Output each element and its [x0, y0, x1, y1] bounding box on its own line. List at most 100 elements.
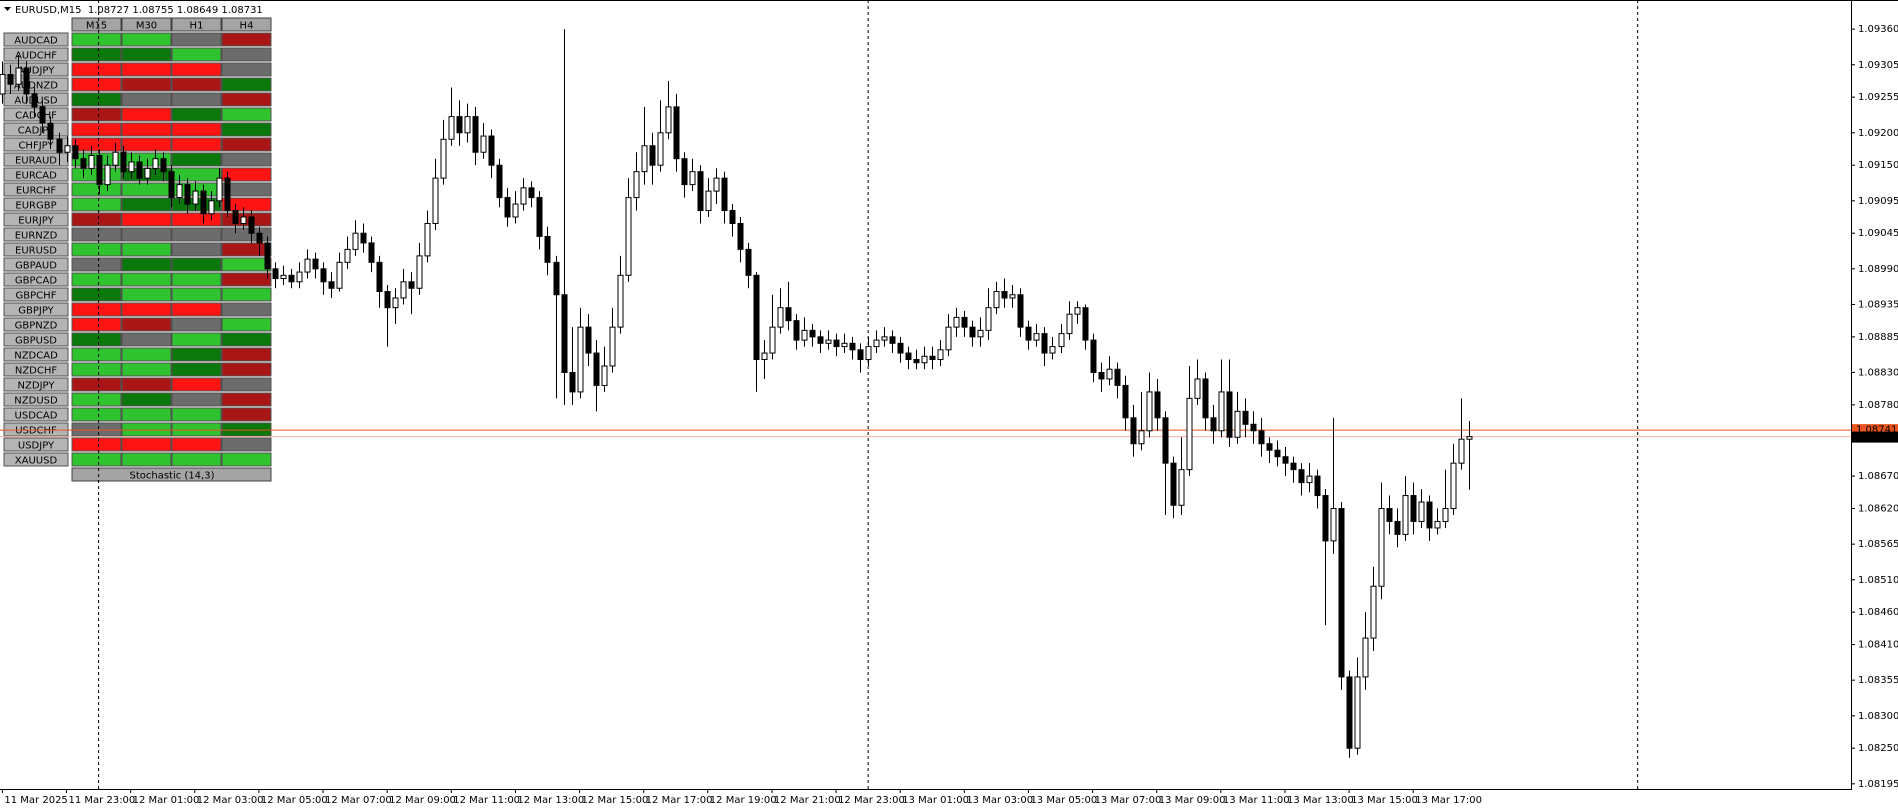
menu-arrow[interactable]: [4, 7, 11, 11]
signal-cell: [71, 362, 122, 377]
signal-cell: [121, 407, 172, 422]
candle-body: [1282, 456, 1289, 464]
symbol-label: EURAUD: [15, 156, 57, 167]
candle-body: [424, 222, 431, 257]
candle-body: [160, 158, 167, 173]
x-tick-label: 12 Mar 11:00: [453, 795, 520, 806]
signal-cell: [121, 77, 172, 92]
candle-body: [1274, 449, 1281, 458]
candle-body: [857, 349, 864, 361]
candle-body: [280, 274, 287, 280]
panel-header-cell: [221, 17, 272, 32]
signal-cell: [171, 152, 222, 167]
symbol-label: NZDUSD: [14, 396, 58, 407]
signal-cell: [121, 227, 172, 242]
candle-body: [993, 291, 1000, 309]
signal-cell: [71, 137, 122, 152]
candle-body: [120, 151, 127, 173]
signal-cell: [71, 257, 122, 272]
candle-body: [440, 138, 447, 179]
symbol-cell: [3, 287, 69, 302]
candle-body: [1434, 520, 1441, 529]
candle-body: [1402, 495, 1409, 535]
candle-body: [1090, 339, 1097, 373]
signal-cell: [121, 242, 172, 257]
symbol-label: GBPNZD: [15, 321, 58, 332]
signal-cell: [121, 62, 172, 77]
signal-cell: [121, 122, 172, 137]
symbol-cell: [3, 182, 69, 197]
panel-footer: Stochastic (14,3): [129, 471, 214, 482]
symbol-label: GBPCAD: [15, 276, 57, 287]
signal-cell: [221, 62, 272, 77]
candle-body: [873, 339, 880, 348]
symbol-label: AUDCHF: [15, 51, 57, 62]
candle-body: [1354, 676, 1361, 749]
x-tick-label: 12 Mar 03:00: [197, 795, 264, 806]
candle-body: [1154, 391, 1161, 419]
y-tick-label: 1.08300: [1858, 711, 1898, 722]
candle-body: [1442, 508, 1449, 522]
candle-body: [1186, 397, 1193, 471]
candle-body: [360, 232, 367, 244]
candle-body: [56, 138, 63, 153]
signal-cell: [171, 32, 222, 47]
candle-body: [312, 258, 319, 270]
candle-body: [1306, 475, 1313, 484]
candle-body: [1178, 469, 1185, 506]
candle-body: [625, 197, 632, 276]
candle-body: [1066, 313, 1073, 335]
signal-cell: [71, 32, 122, 47]
candle-body: [1009, 294, 1016, 299]
panel-header-cell: [121, 17, 172, 32]
candle-body: [705, 190, 712, 212]
signal-cell: [71, 122, 122, 137]
candle-body: [657, 132, 664, 166]
symbol-cell: [3, 407, 69, 422]
symbol-label: GBPJPY: [18, 306, 54, 317]
panel-footer-cell: [71, 467, 272, 482]
symbol-cell: [3, 332, 69, 347]
candle-body: [240, 216, 247, 224]
candle-body: [569, 371, 576, 393]
signal-cell: [121, 437, 172, 452]
y-tick-label: 1.09200: [1858, 128, 1898, 139]
candle-body: [897, 342, 904, 354]
y-tick-label: 1.08460: [1858, 607, 1898, 618]
signal-cell: [121, 422, 172, 437]
symbol-cell: [3, 302, 69, 317]
symbol-label: CADCHF: [15, 111, 57, 122]
candle-body: [777, 307, 784, 328]
candle-body: [801, 329, 808, 341]
x-tick-label: 12 Mar 01:00: [133, 795, 200, 806]
symbol-cell: [3, 167, 69, 182]
candle-body: [1162, 417, 1169, 464]
signal-cell: [171, 47, 222, 62]
y-tick-label: 1.08195: [1858, 779, 1898, 790]
signal-cell: [171, 272, 222, 287]
candle-body: [1138, 430, 1145, 445]
candle-body: [1418, 501, 1425, 522]
symbol-label: EURJPY: [18, 216, 54, 227]
candle-body: [673, 106, 680, 160]
signal-cell: [221, 107, 272, 122]
candle-body: [641, 145, 648, 173]
y-tick-label: 1.09095: [1858, 196, 1898, 207]
candle-body: [1106, 368, 1113, 380]
x-tick-label: 13 Mar 01:00: [902, 795, 969, 806]
candle-body: [793, 320, 800, 341]
candle-body: [0, 73, 6, 95]
signal-cell: [171, 122, 222, 137]
symbol-label: GBPAUD: [15, 261, 57, 272]
signal-cell: [171, 212, 222, 227]
candle-body: [769, 326, 776, 354]
x-tick-label: 12 Mar 21:00: [774, 795, 841, 806]
signal-cell: [171, 257, 222, 272]
signal-cell: [221, 317, 272, 332]
candle-body: [1049, 346, 1056, 354]
candle-body: [1346, 676, 1353, 749]
signal-cell: [121, 47, 172, 62]
signal-cell: [71, 272, 122, 287]
signal-cell: [121, 392, 172, 407]
